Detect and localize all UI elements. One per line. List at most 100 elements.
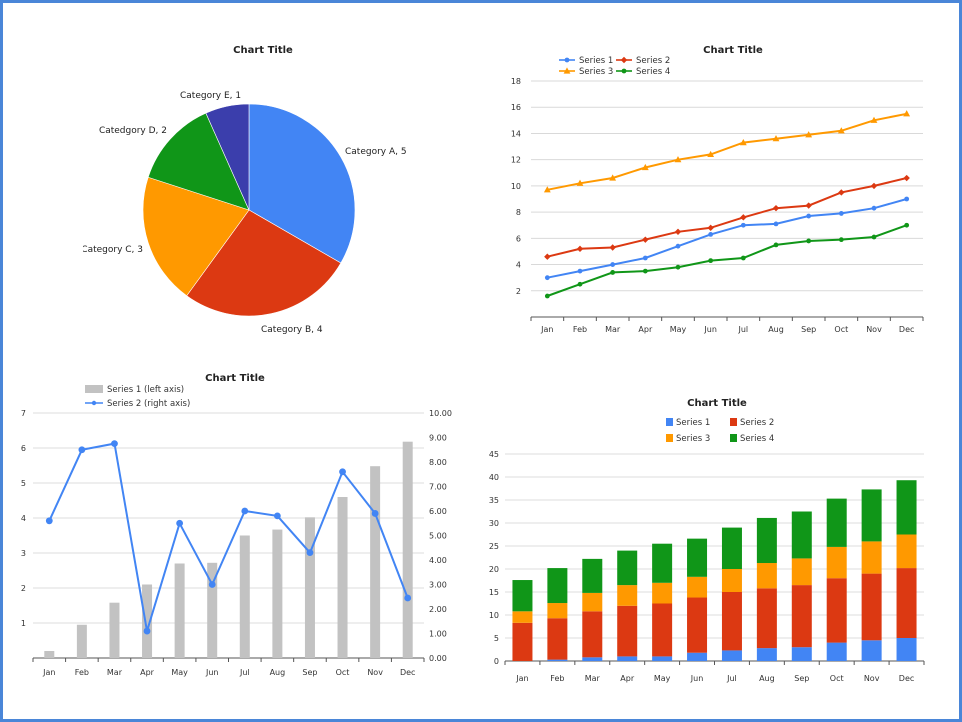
bar-segment: [861, 541, 882, 574]
y2-tick-label: 7.00: [429, 483, 447, 492]
legend-swatch: [730, 418, 737, 426]
bar-segment: [721, 527, 742, 569]
data-point: [773, 221, 779, 227]
pie-slice: [205, 103, 250, 211]
x-tick-label: Jul: [239, 668, 250, 677]
y-tick-label: 15: [489, 588, 499, 597]
data-point: [773, 242, 779, 248]
bar: [142, 584, 153, 658]
bar-segment: [791, 647, 812, 661]
bar-segment: [687, 652, 708, 661]
bar-segment: [617, 605, 638, 657]
x-tick-label: Nov: [866, 325, 882, 334]
data-point: [642, 255, 648, 261]
pie-slice: [147, 112, 250, 211]
data-point: [806, 238, 812, 244]
pie-slice-label: Category C, 3: [83, 245, 143, 255]
bar-segment: [582, 657, 603, 661]
chart-title: Chart Title: [233, 45, 293, 56]
data-point: [543, 186, 551, 193]
data-point: [241, 507, 249, 515]
data-point: [143, 627, 151, 635]
bar: [207, 562, 218, 658]
data-point: [674, 156, 682, 163]
pie-slice-label: Category E, 1: [180, 91, 241, 101]
y-tick-label: 6: [21, 444, 26, 453]
x-tick-label: May: [171, 668, 188, 677]
x-tick-label: Nov: [367, 668, 383, 677]
data-point: [610, 270, 616, 275]
data-point: [111, 440, 118, 448]
x-tick-label: Apr: [140, 668, 155, 677]
bar-segment: [896, 638, 917, 661]
data-point: [576, 245, 584, 253]
bar-segment: [652, 603, 673, 657]
x-tick-label: Jul: [738, 325, 749, 334]
legend-marker: [564, 57, 570, 63]
data-point: [740, 255, 746, 261]
x-tick-label: Mar: [585, 674, 601, 683]
pie-slice-label: Category A, 5: [345, 147, 407, 157]
legend-marker: [563, 67, 571, 74]
legend-label: Series 1 (left axis): [107, 385, 184, 395]
bar-segment: [512, 611, 533, 623]
legend-swatch: [666, 434, 673, 442]
bar-segment: [896, 534, 917, 569]
y-tick-label: 7: [21, 409, 26, 418]
data-point: [208, 581, 216, 588]
bar-segment: [512, 622, 533, 661]
series-line: [547, 112, 907, 191]
bar-segment: [617, 585, 638, 606]
bar: [370, 466, 381, 658]
x-tick-label: Sep: [794, 674, 809, 683]
data-point: [45, 517, 53, 525]
combo-chart-panel: Chart Title 1 2 3 4 5 6 7 0.00 1.00 2.00 3.00 4.00 5.…: [11, 368, 471, 688]
y-tick-label: 1: [21, 619, 26, 628]
bar-segment: [896, 480, 917, 535]
x-tick-label: Dec: [400, 668, 415, 677]
y2-tick-label: 8.00: [429, 458, 447, 467]
data-point: [577, 281, 583, 287]
legend-label: Series 4: [740, 434, 774, 444]
x-tick-label: Oct: [336, 668, 350, 677]
bar-segment: [687, 597, 708, 653]
y2-tick-label: 6.00: [429, 507, 447, 516]
pie-chart: Chart Title Category A, 5 Category B, 4 Cat…: [81, 45, 407, 335]
legend-label: Series 1: [579, 56, 613, 66]
x-tick-label: Dec: [899, 325, 914, 334]
data-point: [740, 222, 746, 228]
data-point: [904, 196, 910, 202]
x-tick-label: Jul: [726, 674, 737, 683]
legend-label: Series 3: [676, 434, 710, 444]
series-line: [546, 224, 908, 297]
y-tick-label: 25: [489, 542, 499, 551]
data-point: [610, 262, 616, 267]
legend-label: Series 1: [676, 418, 710, 428]
y-tick-label: 8: [516, 208, 521, 217]
data-point: [870, 182, 878, 190]
bar: [337, 497, 348, 658]
data-point: [707, 224, 714, 232]
bar-segment: [721, 650, 742, 661]
data-point: [642, 236, 649, 243]
data-point: [708, 232, 714, 237]
x-tick-label: Feb: [573, 325, 587, 334]
pie-slice: [248, 103, 356, 264]
bar-segment: [721, 569, 742, 592]
y2-tick-label: 0.00: [429, 654, 447, 663]
chart-title: Chart Title: [703, 45, 763, 56]
y-tick-label: 2: [516, 287, 521, 296]
data-point: [544, 293, 550, 299]
data-point: [871, 234, 877, 240]
y-tick-label: 20: [489, 565, 499, 574]
bar-segment: [547, 618, 568, 660]
data-point: [805, 131, 813, 138]
data-point: [609, 174, 617, 181]
x-tick-label: Sep: [302, 668, 317, 677]
x-tick-label: Feb: [75, 668, 89, 677]
y-tick-label: 4: [516, 261, 521, 270]
bar-segment: [582, 592, 603, 612]
stacked-bar-chart: Chart Title 0 5 10 15 20 25 30 35 40 45 Jan Feb Mar Ap…: [489, 398, 925, 683]
data-point: [871, 205, 877, 211]
